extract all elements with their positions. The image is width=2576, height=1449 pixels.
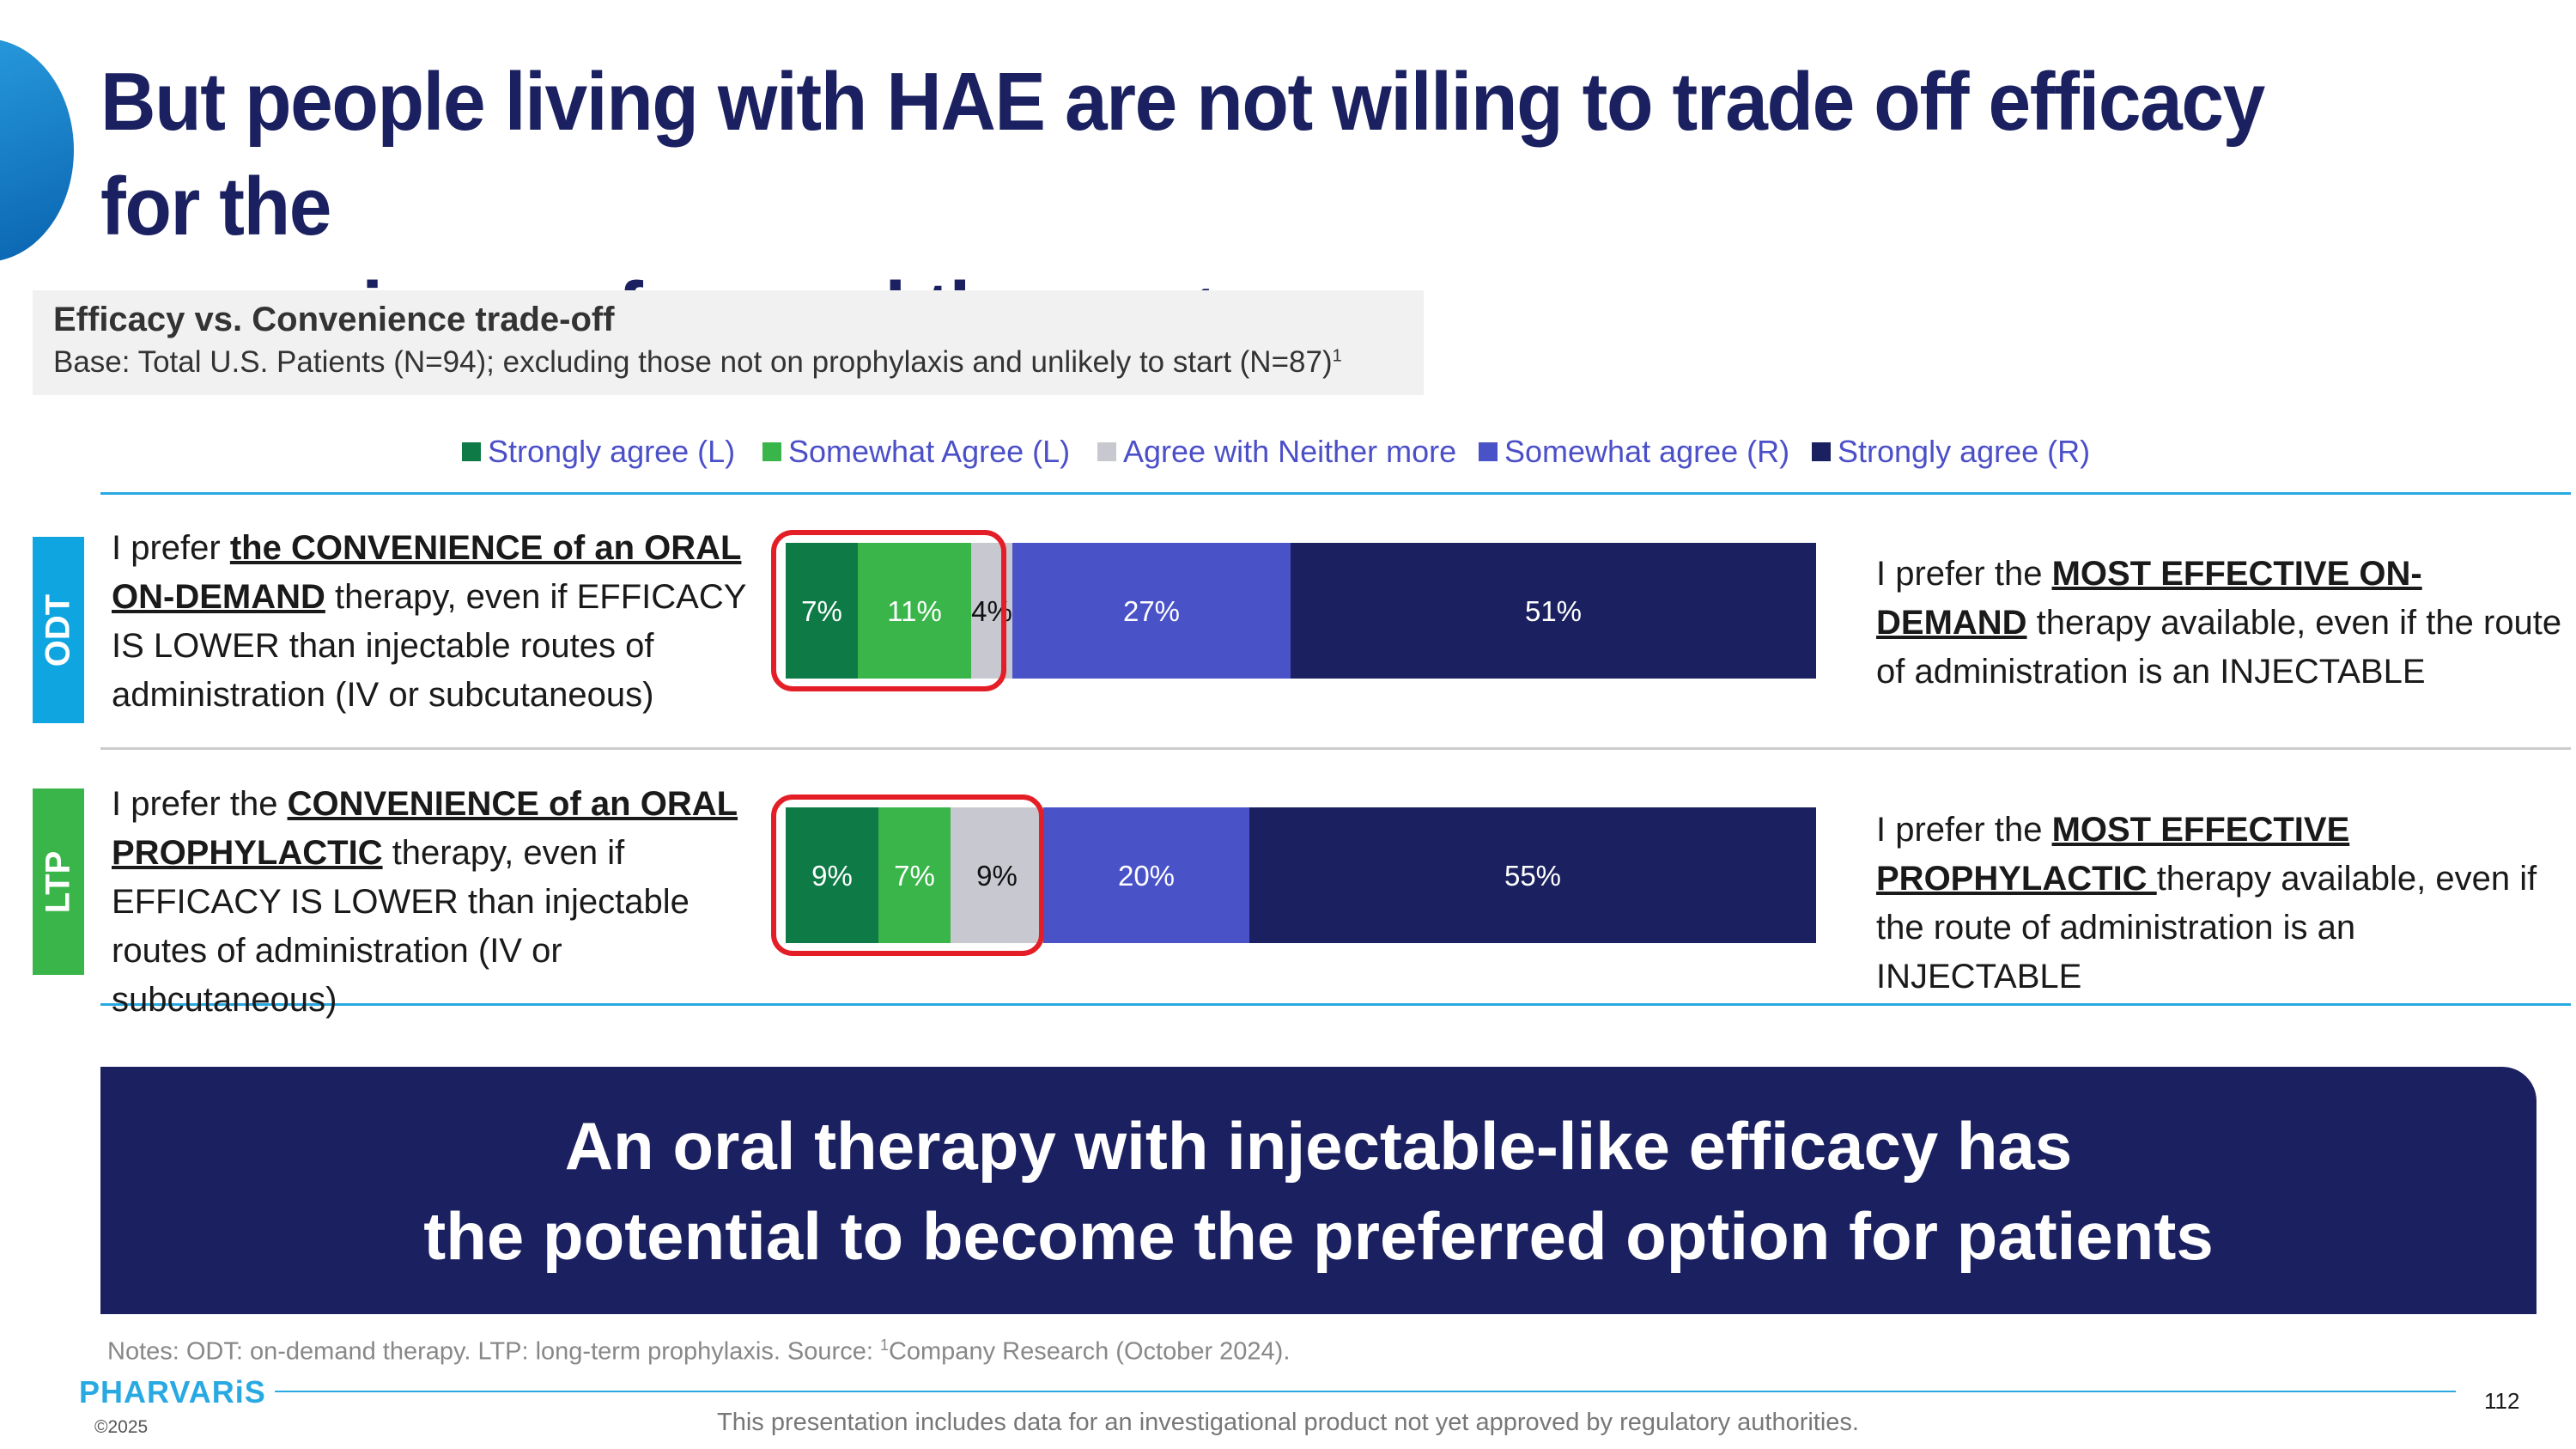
bar-ltp-2 <box>878 807 951 943</box>
notes-text: Notes: ODT: on-demand therapy. LTP: long… <box>107 1337 880 1366</box>
page-number: 112 <box>2484 1388 2520 1414</box>
odt-right-post: therapy available, even if the route of … <box>1876 604 2562 691</box>
row-tag-ltp: LTP <box>33 788 84 975</box>
odt-right-bold: MOST EFFECTIVE ON-DEMAND <box>1876 555 2422 642</box>
data-label-odt-2: 11% <box>887 595 942 627</box>
title-line-1: But people living with HAE are not willi… <box>100 56 2265 253</box>
base-footnote-ref: 1 <box>1332 346 1342 366</box>
conclusion-banner <box>100 1067 2537 1314</box>
legend-item-5: Strongly agree (R) <box>1812 434 2090 470</box>
footer-rule <box>275 1391 2456 1392</box>
legend-label: Somewhat Agree (L) <box>788 434 1071 469</box>
ltp-left-statement: I prefer the CONVENIENCE of an ORAL PROP… <box>112 780 764 1025</box>
conclusion-line-2: the potential to become the preferred op… <box>423 1198 2214 1274</box>
ltp-right-post: therapy available, even if the route of … <box>1876 860 2537 995</box>
disclaimer: This presentation includes data for an i… <box>717 1409 1859 1436</box>
odt-left-bold: the CONVENIENCE of an ORAL ON-DEMAND <box>112 529 742 616</box>
odt-right-statement: I prefer the MOST EFFECTIVE ON-DEMAND th… <box>1876 550 2563 697</box>
company-logo: PHARVARiS <box>79 1374 266 1409</box>
top-rule <box>100 492 2571 495</box>
chart-subtitle: Efficacy vs. Convenience trade-off <box>53 301 615 338</box>
subtitle-box <box>33 290 1424 395</box>
bar-odt-5 <box>1291 543 1816 679</box>
legend-label: Strongly agree (R) <box>1838 434 2091 469</box>
legend-swatch <box>762 442 781 461</box>
ltp-right-bold: MOST EFFECTIVE PROPHYLACTIC <box>1876 811 2350 898</box>
bar-ltp-5 <box>1249 807 1816 943</box>
odt-right-pre: I prefer the <box>1876 555 2052 593</box>
conclusion-text: An oral therapy with injectable-like eff… <box>100 1101 2537 1282</box>
base-text: Base: Total U.S. Patients (N=94); exclud… <box>53 345 1333 379</box>
bar-ltp-1 <box>786 807 878 943</box>
notes-ref: 1 <box>879 1336 889 1354</box>
bar-ltp-4 <box>1043 807 1249 943</box>
legend-swatch <box>1479 442 1498 461</box>
legend-item-4: Somewhat agree (R) <box>1479 434 1789 470</box>
odt-left-statement: I prefer the CONVENIENCE of an ORAL ON-D… <box>112 524 764 720</box>
row-tag-odt: ODT <box>33 537 84 723</box>
row-separator <box>100 747 2571 750</box>
ltp-right-statement: I prefer the MOST EFFECTIVE PROPHYLACTIC… <box>1876 806 2563 1002</box>
base-note: Base: Total U.S. Patients (N=94); exclud… <box>53 345 1342 380</box>
ltp-left-bold: CONVENIENCE of an ORAL PROPHYLACTIC <box>112 785 738 872</box>
ltp-left-post: therapy, even if EFFICACY IS LOWER than … <box>112 834 690 1019</box>
odt-left-pre: I prefer <box>112 529 230 567</box>
data-label-ltp-5: 55% <box>1504 860 1561 892</box>
chart-legend: Strongly agree (L) Somewhat Agree (L) Agre… <box>0 434 2576 485</box>
data-label-odt-5: 51% <box>1525 595 1582 627</box>
conclusion-line-1: An oral therapy with injectable-like eff… <box>564 1108 2073 1184</box>
legend-item-1: Strongly agree (L) <box>462 434 735 470</box>
legend-label: Strongly agree (L) <box>488 434 736 469</box>
ltp-left-pre: I prefer the <box>112 785 288 823</box>
data-label-ltp-1: 9% <box>811 860 853 892</box>
data-label-ltp-3: 9% <box>976 860 1018 892</box>
bar-odt-4 <box>1012 543 1291 679</box>
data-label-ltp-4: 20% <box>1118 860 1175 892</box>
odt-left-post: therapy, even if EFFICACY IS LOWER than … <box>112 578 746 714</box>
legend-swatch <box>1812 442 1831 461</box>
data-label-ltp-2: 7% <box>894 860 935 892</box>
decorative-arc <box>0 39 74 262</box>
data-label-odt-1: 7% <box>801 595 842 627</box>
copyright: ©2025 <box>94 1417 149 1437</box>
legend-swatch <box>1097 442 1116 461</box>
bar-ltp-3 <box>951 807 1043 943</box>
highlight-box-ltp <box>771 795 1044 956</box>
highlight-box-odt <box>771 530 1006 691</box>
data-label-odt-4: 27% <box>1123 595 1180 627</box>
ltp-right-pre: I prefer the <box>1876 811 2052 849</box>
legend-label: Agree with Neither more <box>1123 434 1457 469</box>
legend-swatch <box>462 442 481 461</box>
bottom-rule <box>100 1003 2571 1006</box>
bar-odt-2 <box>858 543 971 679</box>
footnotes: Notes: ODT: on-demand therapy. LTP: long… <box>107 1336 1290 1367</box>
bar-odt-1 <box>786 543 858 679</box>
notes-tail: Company Research (October 2024). <box>888 1337 1291 1366</box>
legend-item-2: Somewhat Agree (L) <box>762 434 1070 470</box>
legend-label: Somewhat agree (R) <box>1504 434 1790 469</box>
legend-item-3: Agree with Neither more <box>1097 434 1456 470</box>
stacked-bar-chart: 7% 11% 4% 27% 51%9% 7% 9% 20% 55% <box>771 530 1816 956</box>
